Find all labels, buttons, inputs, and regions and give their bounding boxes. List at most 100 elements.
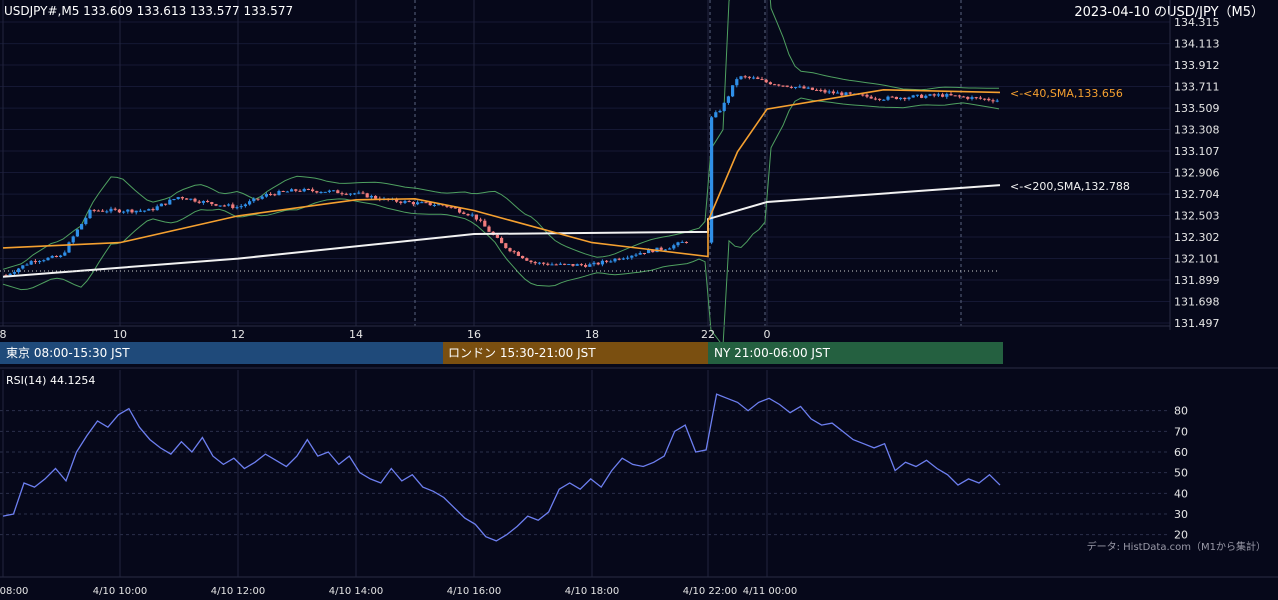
time-tick-label: 18	[585, 328, 599, 341]
candle-body	[504, 243, 508, 249]
candle-body	[88, 209, 92, 219]
candle-body	[768, 82, 772, 85]
candle-body	[626, 257, 630, 259]
candle-body	[525, 258, 529, 261]
session-ny	[708, 342, 1003, 364]
candle-body	[512, 251, 516, 253]
candle-body	[374, 195, 378, 199]
bottom-time-label: 4/10 16:00	[447, 586, 501, 597]
candle-body	[777, 84, 781, 86]
bollinger-upper-band	[2, 0, 1000, 270]
candle-body	[558, 263, 562, 265]
candle-body	[445, 205, 449, 207]
candle-body	[470, 214, 474, 216]
candle-body	[298, 190, 302, 192]
candle-body	[722, 102, 726, 111]
price-tick-label: 132.906	[1174, 167, 1220, 180]
candle-body	[416, 202, 420, 205]
price-tick-label: 131.698	[1174, 296, 1220, 309]
candle-body	[437, 204, 441, 206]
candle-body	[747, 76, 751, 78]
bottom-time-label: 4/11 00:00	[743, 586, 797, 597]
symbol-ohlc-readout: USDJPY#,M5 133.609 133.613 133.577 133.5…	[4, 4, 293, 18]
candle-body	[151, 209, 155, 211]
candle-body	[789, 86, 793, 88]
candle-body	[71, 236, 75, 243]
candle-body	[336, 190, 340, 194]
candle-body	[886, 96, 890, 100]
candle-body	[105, 211, 109, 213]
candle-body	[281, 191, 285, 193]
candle-body	[260, 196, 264, 199]
candle-body	[588, 264, 592, 267]
candle-body	[109, 208, 113, 212]
candle-body	[592, 262, 596, 265]
candle-body	[596, 262, 600, 265]
bottom-time-label: 4/10 14:00	[329, 586, 383, 597]
candle-body	[164, 203, 168, 205]
candle-body	[143, 210, 147, 212]
candle-body	[554, 264, 558, 266]
bollinger-lower-band	[2, 97, 1000, 348]
candle-body	[168, 199, 172, 205]
candle-body	[806, 87, 810, 89]
candle-body	[8, 273, 12, 276]
rsi-tick-label: 60	[1174, 446, 1188, 459]
candle-body	[75, 229, 79, 237]
candle-body	[815, 89, 819, 91]
candle-body	[957, 95, 961, 97]
sma200-label: <-<200,SMA,132.788	[1010, 180, 1130, 193]
candle-body	[113, 208, 117, 210]
candle-body	[277, 191, 281, 196]
candle-body	[155, 206, 159, 211]
candle-body	[466, 214, 470, 216]
time-tick-label: 16	[467, 328, 481, 341]
candle-body	[550, 264, 554, 266]
candle-body	[882, 99, 886, 101]
price-tick-label: 133.509	[1174, 102, 1220, 115]
candle-body	[710, 117, 714, 243]
time-tick-label: 14	[349, 328, 363, 341]
candle-body	[210, 202, 214, 205]
candle-body	[38, 261, 42, 263]
candle-body	[529, 260, 533, 263]
candle-body	[500, 237, 504, 244]
candle-body	[970, 97, 974, 99]
candle-body	[634, 254, 638, 256]
time-tick-label: 10	[113, 328, 127, 341]
candle-body	[407, 201, 411, 203]
candle-body	[894, 96, 898, 100]
candle-body	[353, 193, 357, 195]
candle-body	[907, 97, 911, 100]
candle-body	[122, 211, 126, 213]
price-tick-label: 133.711	[1174, 81, 1220, 94]
candle-body	[315, 191, 319, 193]
candle-body	[357, 192, 361, 194]
candle-body	[33, 261, 37, 263]
candle-body	[873, 98, 877, 100]
candle-body	[46, 257, 50, 261]
candle-body	[953, 95, 957, 97]
candle-body	[332, 190, 336, 192]
candle-body	[403, 201, 407, 203]
candle-body	[899, 97, 903, 100]
candle-body	[285, 191, 289, 193]
rsi-axis: 80 70 60 50 40 30 20	[1174, 405, 1188, 542]
price-tick-label: 133.912	[1174, 59, 1220, 72]
candle-body	[983, 98, 987, 100]
candle-body	[311, 189, 315, 192]
price-axis: 134.315 134.113 133.912 133.711 133.509 133.3…	[0, 0, 1220, 330]
candle-body	[126, 209, 130, 212]
candle-body	[508, 248, 512, 252]
candle-body	[798, 86, 802, 88]
session-ny-label: NY 21:00-06:00 JST	[714, 346, 831, 360]
price-tick-label: 131.497	[1174, 317, 1220, 330]
candle-body	[92, 209, 96, 211]
candle-body	[361, 192, 365, 194]
candle-body	[684, 241, 688, 243]
candle-body	[844, 92, 848, 96]
candle-body	[903, 97, 907, 100]
rsi-tick-label: 50	[1174, 467, 1188, 480]
candle-body	[327, 190, 331, 192]
candle-body	[306, 188, 310, 190]
